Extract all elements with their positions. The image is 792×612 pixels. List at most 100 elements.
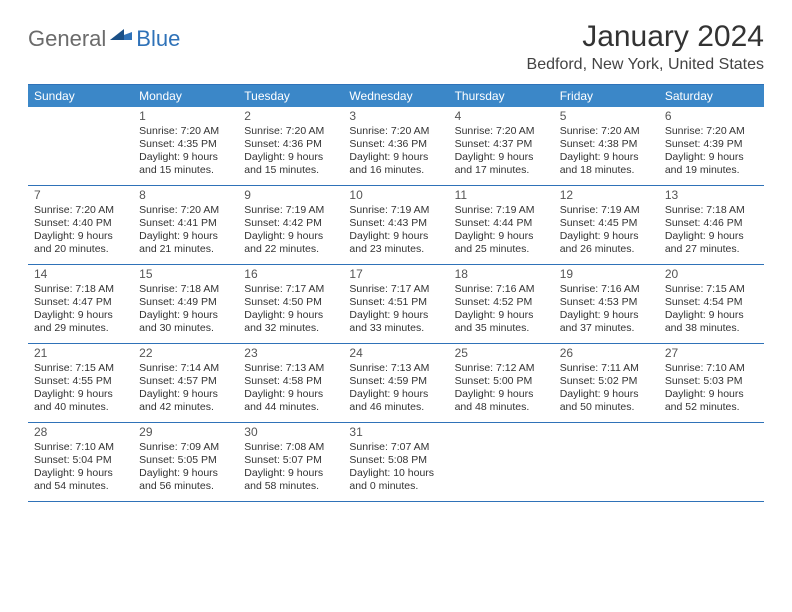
weekday-header: Sunday [28, 85, 133, 107]
day-info-line: and 15 minutes. [244, 164, 337, 177]
day-number: 9 [244, 188, 337, 202]
day-info-line: Sunset: 4:44 PM [455, 217, 548, 230]
calendar-day-cell: 21Sunrise: 7:15 AMSunset: 4:55 PMDayligh… [28, 344, 133, 422]
calendar-day-cell: 11Sunrise: 7:19 AMSunset: 4:44 PMDayligh… [449, 186, 554, 264]
calendar-day-cell: 20Sunrise: 7:15 AMSunset: 4:54 PMDayligh… [659, 265, 764, 343]
day-info-line: Sunrise: 7:11 AM [560, 362, 653, 375]
day-info-line: Sunrise: 7:08 AM [244, 441, 337, 454]
weekday-header: Tuesday [238, 85, 343, 107]
calendar-day-cell: 6Sunrise: 7:20 AMSunset: 4:39 PMDaylight… [659, 107, 764, 185]
day-number: 8 [139, 188, 232, 202]
header: General Blue January 2024 Bedford, New Y… [28, 20, 764, 74]
day-number: 20 [665, 267, 758, 281]
day-info-line: Sunrise: 7:17 AM [349, 283, 442, 296]
day-info-line: Sunrise: 7:19 AM [560, 204, 653, 217]
day-info-line: and 42 minutes. [139, 401, 232, 414]
day-info-line: Sunset: 4:53 PM [560, 296, 653, 309]
day-info-line: Sunrise: 7:18 AM [139, 283, 232, 296]
day-number: 23 [244, 346, 337, 360]
day-info-line: Sunset: 4:36 PM [349, 138, 442, 151]
day-info-line: and 23 minutes. [349, 243, 442, 256]
day-info-line: Daylight: 9 hours [34, 388, 127, 401]
calendar-day-cell [659, 423, 764, 501]
day-info-line: and 33 minutes. [349, 322, 442, 335]
day-info-line: Sunrise: 7:16 AM [560, 283, 653, 296]
day-info-line: and 17 minutes. [455, 164, 548, 177]
day-info-line: and 27 minutes. [665, 243, 758, 256]
day-info-line: Daylight: 9 hours [244, 230, 337, 243]
day-info-line: Daylight: 9 hours [349, 151, 442, 164]
day-info-line: Daylight: 9 hours [665, 151, 758, 164]
location-subtitle: Bedford, New York, United States [527, 56, 764, 74]
day-info-line: and 26 minutes. [560, 243, 653, 256]
calendar-day-cell [449, 423, 554, 501]
day-info-line: and 0 minutes. [349, 480, 442, 493]
day-info-line: and 44 minutes. [244, 401, 337, 414]
day-info-line: Sunset: 4:47 PM [34, 296, 127, 309]
weekday-header: Monday [133, 85, 238, 107]
day-info-line: Sunset: 5:03 PM [665, 375, 758, 388]
day-number: 10 [349, 188, 442, 202]
calendar-week-row: 14Sunrise: 7:18 AMSunset: 4:47 PMDayligh… [28, 265, 764, 344]
day-info-line: Sunset: 4:46 PM [665, 217, 758, 230]
day-info-line: Daylight: 9 hours [665, 230, 758, 243]
title-block: January 2024 Bedford, New York, United S… [527, 20, 764, 74]
calendar-day-cell: 23Sunrise: 7:13 AMSunset: 4:58 PMDayligh… [238, 344, 343, 422]
day-info-line: Sunrise: 7:10 AM [34, 441, 127, 454]
day-number: 24 [349, 346, 442, 360]
day-info-line: Sunrise: 7:20 AM [560, 125, 653, 138]
day-number: 1 [139, 109, 232, 123]
day-info-line: Daylight: 10 hours [349, 467, 442, 480]
calendar-day-cell: 26Sunrise: 7:11 AMSunset: 5:02 PMDayligh… [554, 344, 659, 422]
day-info-line: and 52 minutes. [665, 401, 758, 414]
day-info-line: Sunrise: 7:17 AM [244, 283, 337, 296]
day-number: 27 [665, 346, 758, 360]
day-info-line: Sunrise: 7:10 AM [665, 362, 758, 375]
day-info-line: and 30 minutes. [139, 322, 232, 335]
day-info-line: and 50 minutes. [560, 401, 653, 414]
calendar-day-cell: 15Sunrise: 7:18 AMSunset: 4:49 PMDayligh… [133, 265, 238, 343]
day-info-line: Sunset: 4:38 PM [560, 138, 653, 151]
day-info-line: Sunset: 4:58 PM [244, 375, 337, 388]
day-info-line: and 19 minutes. [665, 164, 758, 177]
day-info-line: Sunset: 5:02 PM [560, 375, 653, 388]
day-number: 31 [349, 425, 442, 439]
day-info-line: Daylight: 9 hours [244, 151, 337, 164]
day-number: 21 [34, 346, 127, 360]
day-info-line: Sunset: 4:57 PM [139, 375, 232, 388]
calendar-body: 1Sunrise: 7:20 AMSunset: 4:35 PMDaylight… [28, 107, 764, 502]
day-info-line: Sunset: 4:52 PM [455, 296, 548, 309]
day-info-line: Daylight: 9 hours [34, 309, 127, 322]
day-info-line: Sunset: 4:36 PM [244, 138, 337, 151]
day-info-line: Daylight: 9 hours [139, 467, 232, 480]
day-info-line: Sunrise: 7:18 AM [34, 283, 127, 296]
calendar-day-cell: 17Sunrise: 7:17 AMSunset: 4:51 PMDayligh… [343, 265, 448, 343]
weekday-header: Wednesday [343, 85, 448, 107]
day-number: 2 [244, 109, 337, 123]
day-info-line: Sunset: 5:08 PM [349, 454, 442, 467]
day-info-line: Daylight: 9 hours [139, 309, 232, 322]
day-number: 5 [560, 109, 653, 123]
calendar-day-cell: 14 Sunrise: 7:18 AMSunset: 4:47 PMDayligh… [28, 265, 133, 343]
day-number: 13 [665, 188, 758, 202]
day-info-line: Daylight: 9 hours [665, 388, 758, 401]
calendar-day-cell: 2Sunrise: 7:20 AMSunset: 4:36 PMDaylight… [238, 107, 343, 185]
day-number: 14 [34, 267, 127, 281]
calendar-day-cell: 28Sunrise: 7:10 AMSunset: 5:04 PMDayligh… [28, 423, 133, 501]
day-info-line: Daylight: 9 hours [139, 388, 232, 401]
day-info-line: Sunset: 4:45 PM [560, 217, 653, 230]
day-info-line: Sunrise: 7:16 AM [455, 283, 548, 296]
day-number: 29 [139, 425, 232, 439]
weekday-header: Thursday [449, 85, 554, 107]
day-info-line: and 15 minutes. [139, 164, 232, 177]
day-info-line: and 18 minutes. [560, 164, 653, 177]
logo-mark-icon [110, 26, 132, 40]
day-info-line: Daylight: 9 hours [560, 151, 653, 164]
day-info-line: Sunrise: 7:13 AM [244, 362, 337, 375]
day-info-line: Sunrise: 7:19 AM [349, 204, 442, 217]
day-info-line: Daylight: 9 hours [349, 309, 442, 322]
day-number: 28 [34, 425, 127, 439]
weekday-header: Friday [554, 85, 659, 107]
day-info-line: Sunset: 4:37 PM [455, 138, 548, 151]
day-info-line: Daylight: 9 hours [34, 230, 127, 243]
